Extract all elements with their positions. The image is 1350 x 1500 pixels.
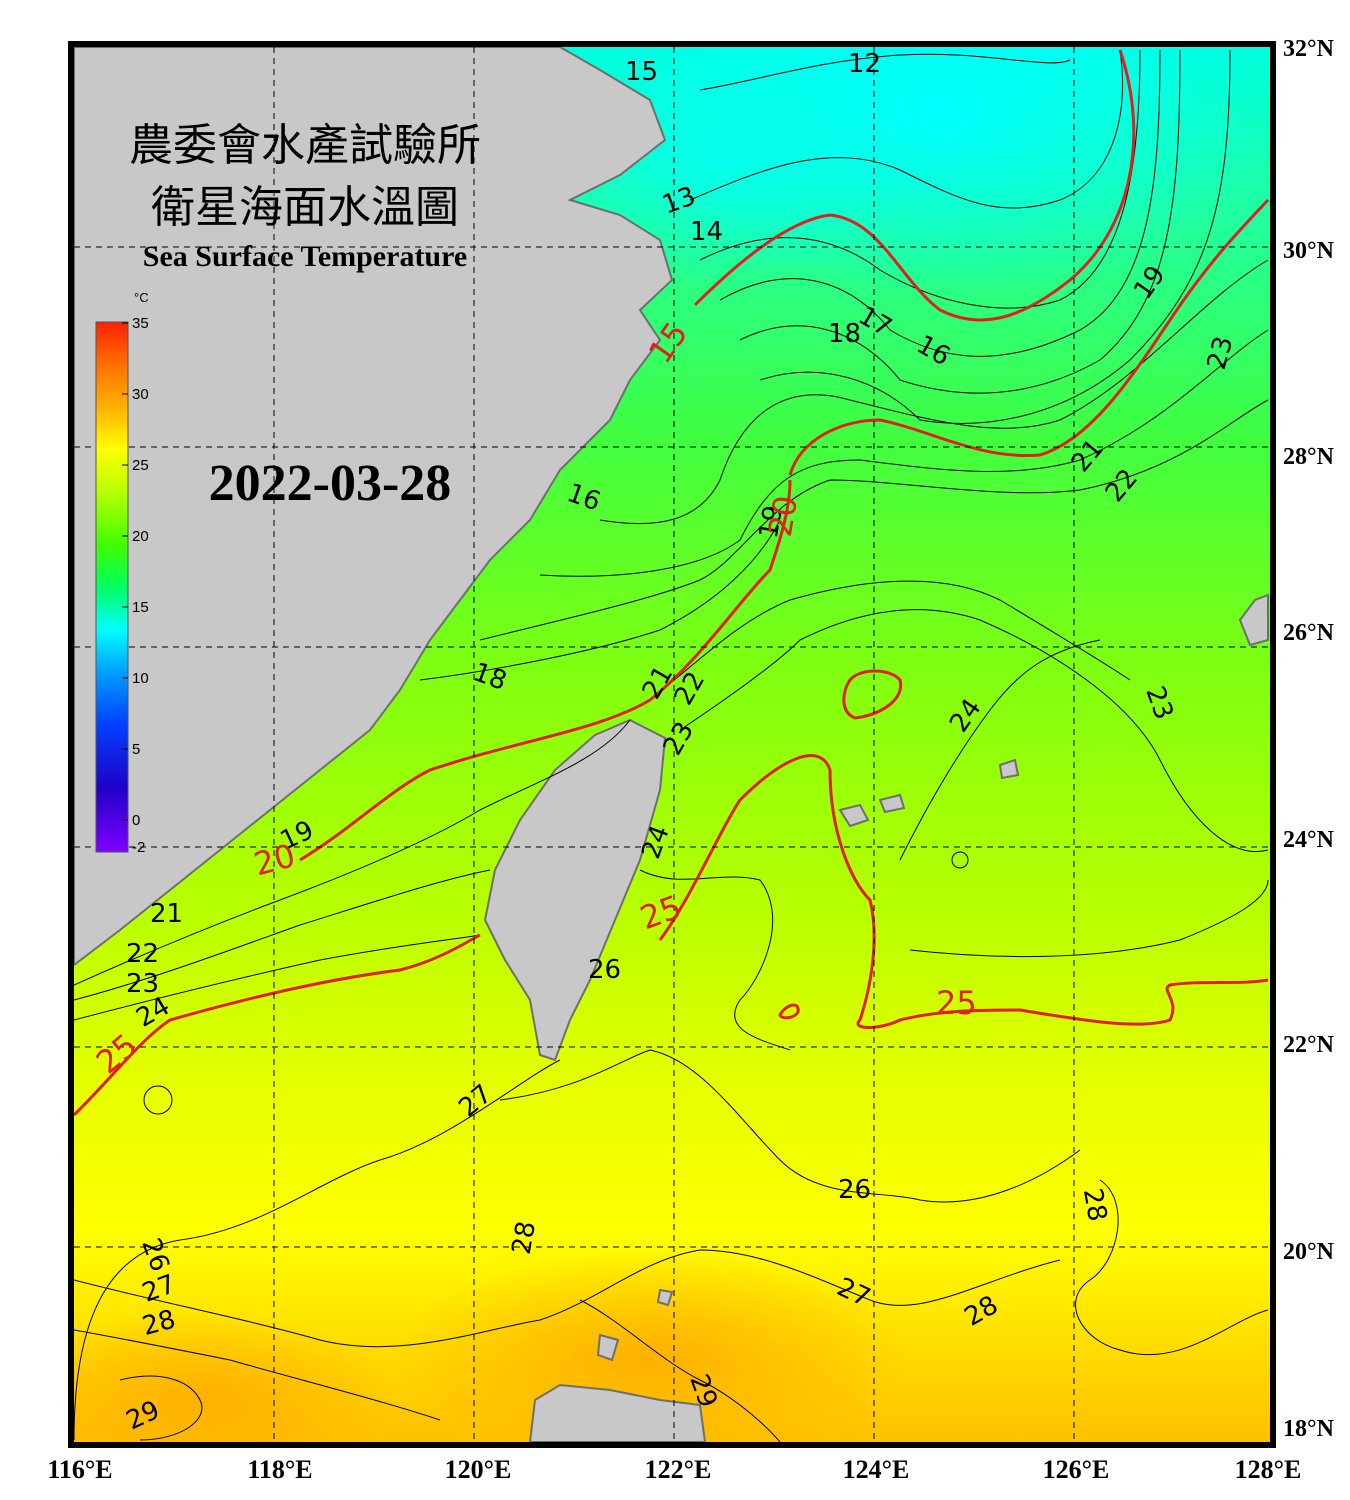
isotherm-25-west xyxy=(74,933,481,1117)
map-frame xyxy=(68,41,1276,1448)
lat-label: 28°N xyxy=(1283,444,1335,470)
taiwan-island xyxy=(483,718,667,1062)
lat-label: 32°N xyxy=(1283,36,1335,62)
title-block: 農委會水產試驗所 衛星海面水溫圖 Sea Surface Temperature… xyxy=(129,120,481,512)
colorbar-tick: 5 xyxy=(132,741,140,758)
title-line1: 農委會水產試驗所 xyxy=(129,120,481,171)
lon-label: 126°E xyxy=(1043,1455,1110,1484)
lon-label: 116°E xyxy=(47,1455,112,1484)
contour-label: 15 xyxy=(625,57,658,87)
islet xyxy=(838,803,870,828)
contour-label-red: 25 xyxy=(936,984,977,1022)
colorbar-tick: 0 xyxy=(132,812,140,829)
graticule xyxy=(74,47,1270,1442)
contour-label: 26 xyxy=(838,1175,871,1205)
lon-label: 128°E xyxy=(1235,1455,1302,1484)
colorbar-tick: 15 xyxy=(132,599,149,616)
lon-label: 120°E xyxy=(445,1455,512,1484)
colorbar-tick: 35 xyxy=(132,315,149,332)
islet xyxy=(596,1333,620,1362)
land-masses xyxy=(74,47,1269,1442)
hainan-luzon-land xyxy=(528,1383,707,1442)
isotherm-25-east xyxy=(658,754,1269,1029)
lat-label: 30°N xyxy=(1283,238,1335,264)
title-line3: Sea Surface Temperature xyxy=(143,240,467,273)
lat-label: 26°N xyxy=(1283,620,1335,646)
colorbar-unit: °C xyxy=(134,290,149,305)
date-label: 2022-03-28 xyxy=(209,455,452,512)
colorbar: °C 35 30 25 20 15 10 5 0 -2 xyxy=(95,290,149,856)
contour-label: 21 xyxy=(150,899,183,929)
contour-label: 12 xyxy=(848,49,881,79)
isotherm-15 xyxy=(693,49,1136,322)
lon-label: 118°E xyxy=(247,1455,312,1484)
contour-label: 14 xyxy=(690,217,723,247)
islet xyxy=(998,758,1020,780)
contour-label: 28 xyxy=(507,1219,542,1257)
title-line2: 衛星海面水溫圖 xyxy=(151,182,459,233)
lat-label: 20°N xyxy=(1283,1239,1335,1265)
contour-label-red: 20 xyxy=(761,493,805,540)
isotherms-red xyxy=(74,49,1270,1117)
colorbar-tick: 20 xyxy=(132,528,149,545)
lat-label: 24°N xyxy=(1283,827,1335,853)
islet xyxy=(656,1288,674,1307)
isotherm-25-small-eddy xyxy=(778,1003,800,1020)
colorbar-gradient xyxy=(95,321,129,853)
lat-label: 18°N xyxy=(1283,1416,1335,1442)
ryukyu-island xyxy=(1238,593,1269,647)
isotherm-20-south xyxy=(299,479,792,862)
isotherm-20-north xyxy=(788,198,1270,476)
islet xyxy=(878,793,906,814)
isotherms-black xyxy=(74,49,1269,1442)
lon-label: 122°E xyxy=(645,1455,712,1484)
lat-label: 22°N xyxy=(1283,1032,1335,1058)
contour-label: 26 xyxy=(588,955,621,985)
china-mainland xyxy=(74,47,674,967)
warm-pool-south xyxy=(390,1250,910,1442)
colorbar-tick: 30 xyxy=(132,386,149,403)
contour-label: 23 xyxy=(126,969,159,999)
colorbar-tick: 25 xyxy=(132,457,149,474)
latitude-labels: 32°N 30°N 28°N 26°N 24°N 22°N 20°N 18°N xyxy=(1283,36,1335,1442)
longitude-labels: 116°E 118°E 120°E 122°E 124°E 126°E 128°… xyxy=(47,1455,1301,1484)
isotherm-25-eddy xyxy=(842,669,903,720)
contour-label: 22 xyxy=(126,939,159,969)
contour-label: 19 xyxy=(754,503,789,541)
lon-label: 124°E xyxy=(843,1455,910,1484)
contour-label: 18 xyxy=(828,319,861,349)
colorbar-tick: 10 xyxy=(132,670,149,687)
contour-label: 28 xyxy=(1077,1186,1112,1224)
colorbar-tick: -2 xyxy=(132,839,145,856)
